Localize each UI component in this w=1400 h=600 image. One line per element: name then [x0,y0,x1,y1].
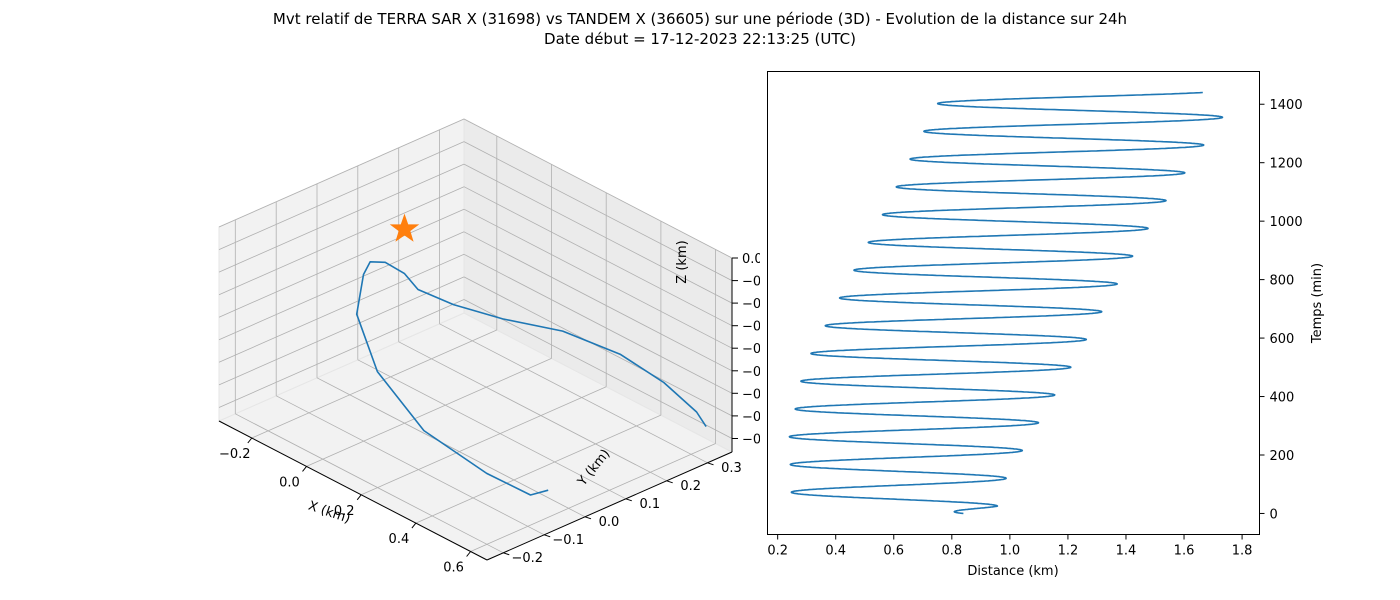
x-tick-label: −0.2 [219,447,251,462]
chart-subtitle: Date début = 17-12-2023 22:13:25 (UTC) [544,30,856,48]
grid-line-z [463,141,733,281]
x-tick [302,466,307,472]
y-tick-label: 800 [1270,274,1295,289]
3d-panes [217,118,734,561]
z-tick-label: −0.8 [742,433,760,448]
chart-3d-trajectory: −0.20.00.20.40.6−0.2−0.10.00.10.20.30.0−… [217,118,760,576]
x-tick-label: 0.4 [389,532,410,547]
x-tick [356,494,362,501]
y-tick-label: −0.1 [552,533,584,548]
grid-line-z [463,276,733,417]
y-tick-label: 0.2 [680,479,701,494]
grid-line-z [218,118,465,228]
y-tick [503,552,510,556]
3d-axes: −0.20.00.20.40.6−0.2−0.10.00.10.20.30.0−… [218,252,760,576]
grid-line-z [218,163,465,273]
x-tick [466,551,471,557]
grid-line-x [306,358,552,467]
y-tick-label: −0.2 [512,551,544,566]
y-tick [544,534,551,538]
grid-line-z [463,186,733,327]
y-tick-label: 0 [1270,507,1278,522]
grid-line-y [235,413,504,554]
x-tick-label: 1.2 [1058,544,1079,559]
2d-axes: 0.2 0.4 0.6 0.8 1.0 1.2 1.4 1.6 1.8 0 200 400 600 800… [767,98,1302,558]
y-tick [707,462,714,466]
grid-line-x [470,443,716,552]
grid-line-y [398,341,667,482]
chart-title: Mvt relatif de TERRA SAR X (31698) vs TA… [272,10,1128,28]
z-tick-label: −0.1 [742,275,760,290]
distance-line [788,91,1224,515]
z-tick-label: −0.5 [742,365,760,380]
grid-line-z [218,253,465,363]
grid-line-z [218,141,465,250]
y-tick [666,480,673,484]
z-tick-label: −0.3 [742,320,760,335]
grid-line-y [316,377,586,518]
grid-line-z [463,118,733,259]
y-tick-label: 0.0 [599,515,620,530]
x-tick-label: 1.0 [1000,544,1021,559]
z-axis-label: Z (km) [675,240,690,283]
y-tick-label: 1400 [1270,98,1303,113]
x-tick-label: 0.6 [443,561,464,576]
grid-line-x [361,386,607,496]
3d-grid [218,118,733,554]
grid-line-y [439,323,708,464]
y-tick-label: 1000 [1270,215,1303,230]
grid-line-z [218,276,465,386]
grid-line-y [276,395,545,536]
y-tick-label: 200 [1270,449,1295,464]
grid-line-z [218,186,465,296]
grid-line-z [463,208,733,349]
grid-line-z [218,231,465,341]
3d-data [355,213,707,496]
y-tick-label: 400 [1270,391,1295,406]
x-tick-label: 0.4 [825,544,846,559]
x-tick-label: 0.2 [334,504,355,519]
x-tick-label: 1.6 [1174,544,1195,559]
x-tick [247,437,253,444]
x-tick-label: 1.8 [1232,544,1253,559]
x-tick-label: 0.2 [767,544,788,559]
y-axis-label: Temps (min) [1310,263,1325,344]
plot-frame [767,71,1260,535]
y-tick-label: 0.1 [639,497,660,512]
y-tick-label: 1200 [1270,157,1303,172]
grid-line-y [357,359,626,500]
y-tick [584,516,592,520]
y-tick-label: 0.3 [721,461,742,476]
grid-line-z [463,299,733,439]
grid-line-x [251,329,497,439]
z-tick-label: −0.2 [742,297,760,312]
grid-line-z [463,231,733,372]
grid-line-z [463,253,733,394]
z-tick-label: 0.0 [742,252,760,267]
x-axis-label: X (km) [306,499,352,527]
grid-line-z [218,299,465,408]
grid-line-z [218,208,465,318]
distance-series-line [788,91,1224,515]
x-axis-label: Distance (km) [967,564,1058,579]
x-tick-label: 0.8 [941,544,962,559]
y-axis-line [486,451,733,561]
trajectory-line [355,260,707,496]
x-tick-label: 1.4 [1116,544,1137,559]
x-axis-line [218,420,488,561]
x-tick [411,522,417,529]
grid-line-z [463,163,733,304]
grid-line-x [415,414,662,524]
z-tick-label: −0.6 [742,387,760,402]
z-tick-label: −0.4 [742,342,760,357]
y-tick-label: 600 [1270,332,1295,347]
y-tick [625,498,632,502]
x-tick-label: 0.6 [883,544,904,559]
x-tick-label: 0.0 [279,475,300,490]
star-marker [389,213,420,242]
z-tick-label: −0.7 [742,410,760,425]
